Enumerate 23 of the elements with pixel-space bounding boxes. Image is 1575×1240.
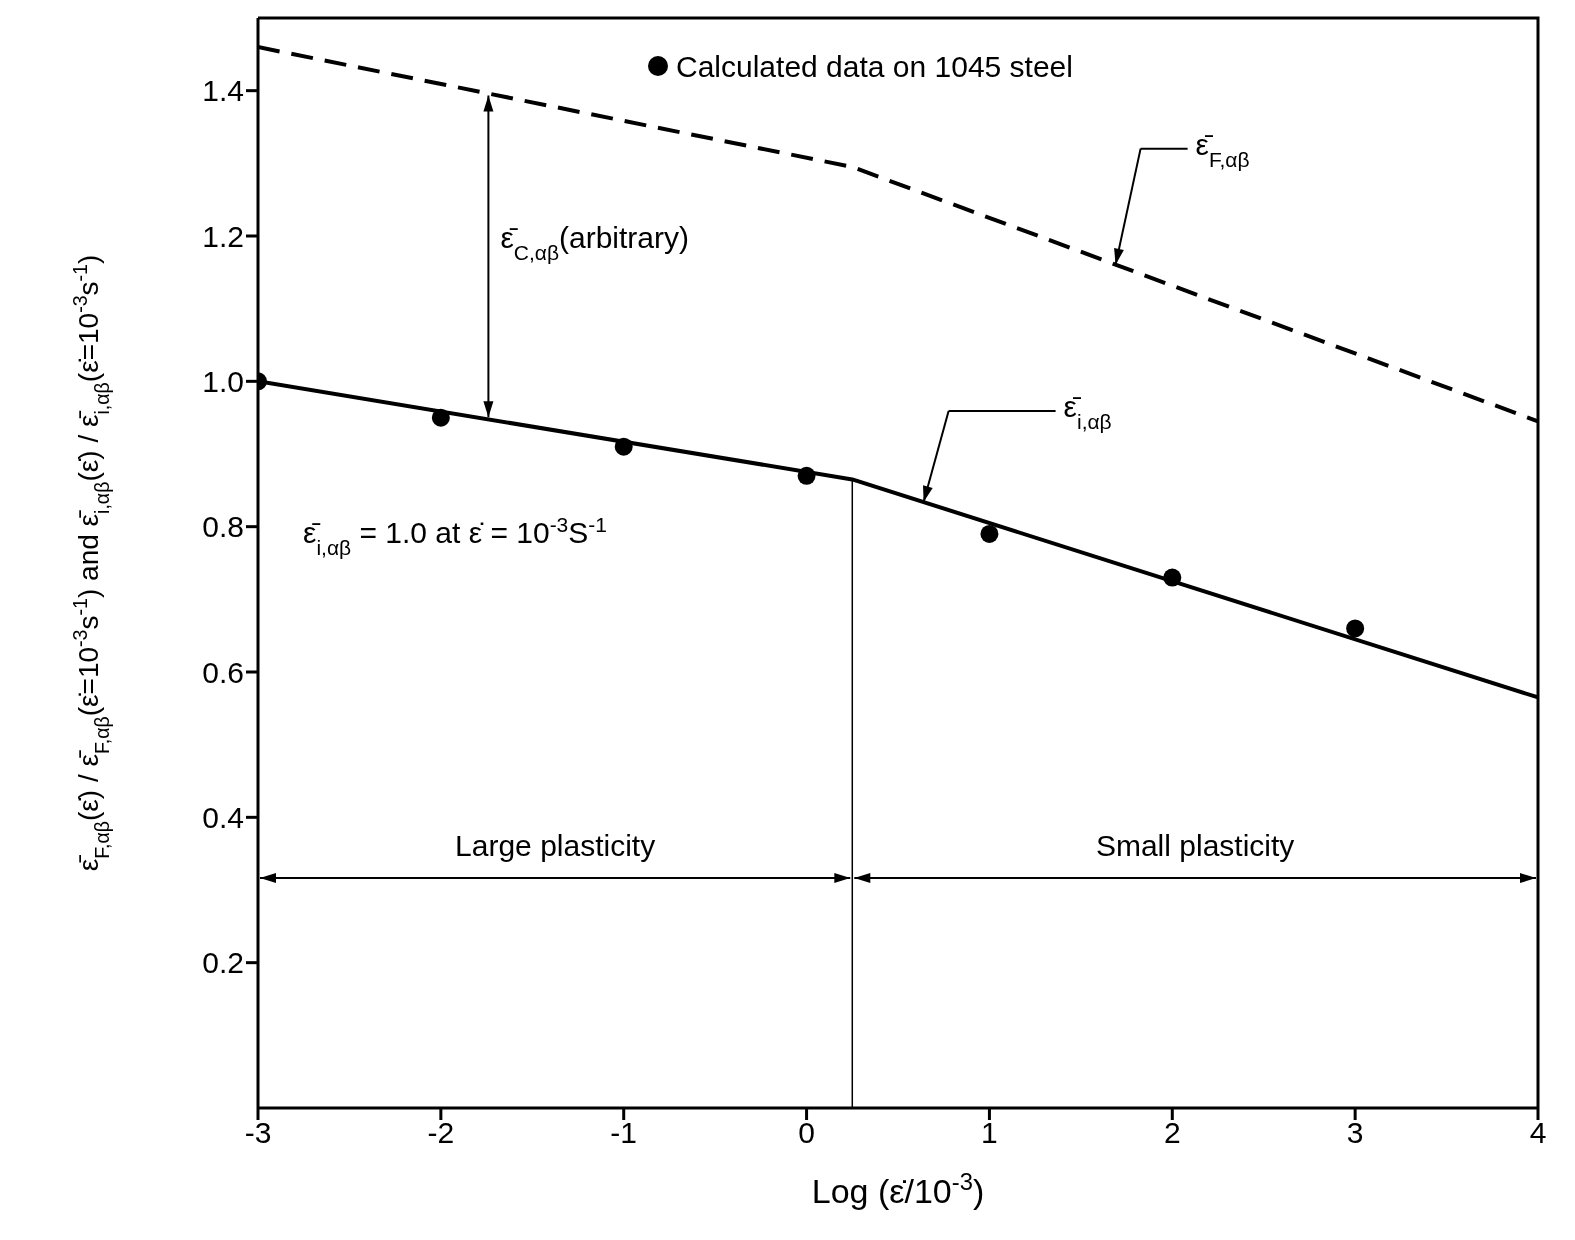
y-tick-label: 0.2: [202, 946, 244, 980]
annotation: Small plasticity: [1095, 829, 1295, 862]
y-tick-label: 1.2: [202, 219, 244, 253]
annotation: ε̄$_{i,αβ}$ = 1.0 at ε̇ = 10$^{-3}$S$^{-1}$: [303, 512, 608, 559]
x-tick-label: 1: [981, 1116, 998, 1150]
x-axis-title: Log (ε̇/10$^{-3}$): [811, 1167, 985, 1210]
y-tick-label: 1.4: [202, 74, 244, 108]
x-tick-label: -1: [610, 1116, 638, 1150]
x-tick-label: 3: [1346, 1116, 1364, 1150]
y-tick-label: 0.8: [202, 510, 244, 544]
y-tick-label: 0.4: [202, 800, 244, 834]
x-tick-label: 0: [798, 1116, 815, 1150]
annotation: ε̄$_{C,αβ}$(arbitrary): [500, 221, 690, 264]
x-tick-label: -3: [244, 1116, 272, 1150]
annotation: ε̄$_{i,αβ}$: [1063, 390, 1112, 433]
y-tick-label: 0.6: [202, 655, 244, 689]
x-tick-label: 4: [1529, 1116, 1547, 1150]
x-tick-label: -2: [427, 1116, 455, 1150]
annotation: ε̄$_{F,αβ}$: [1195, 127, 1250, 171]
y-tick-label: 1.0: [202, 364, 244, 398]
annotation: Large plasticity: [455, 829, 656, 862]
x-tick-label: 2: [1163, 1116, 1181, 1150]
legend-label: Calculated data on 1045 steel: [676, 50, 1073, 83]
